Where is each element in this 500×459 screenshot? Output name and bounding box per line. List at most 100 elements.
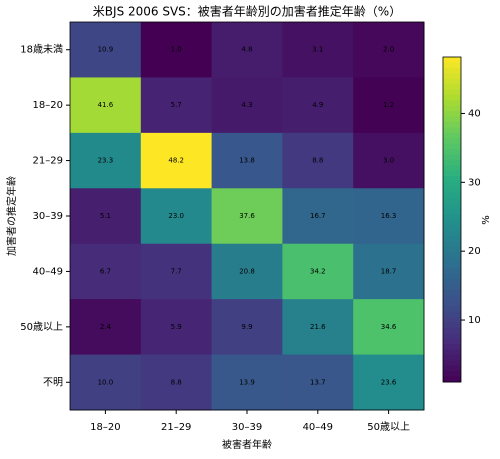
colorbar-segment <box>443 327 461 334</box>
cell-label: 5.7 <box>171 101 182 109</box>
cell-label: 4.8 <box>241 46 252 54</box>
heatmap-cell <box>140 354 213 411</box>
cell-label: 5.1 <box>100 212 111 220</box>
y-axis-label: 加害者の推定年齢 <box>5 176 18 256</box>
colorbar-segment <box>443 219 461 226</box>
colorbar-segment <box>443 208 461 215</box>
x-tick-label: 50歳以上 <box>367 421 410 433</box>
colorbar-tick-label: 10 <box>468 315 481 326</box>
colorbar-frame <box>442 56 462 383</box>
heatmap-cell <box>140 299 213 356</box>
colorbar-label: % <box>481 215 492 225</box>
colorbar-segment <box>443 289 461 296</box>
colorbar-segment <box>443 100 461 107</box>
colorbar-segment <box>443 273 461 280</box>
colorbar-tick-label: 30 <box>468 177 481 188</box>
cell-label: 13.8 <box>239 157 255 165</box>
colorbar-segment <box>443 214 461 220</box>
x-axis-label: 被害者年齢 <box>222 438 272 451</box>
colorbar-tick-label: 20 <box>468 246 481 257</box>
heatmap-cell <box>70 22 142 78</box>
heatmap-cell <box>70 77 142 134</box>
colorbar-segment <box>443 132 461 139</box>
heatmap-cell <box>211 188 283 245</box>
cell-label: 48.2 <box>168 157 184 165</box>
colorbar-segment <box>443 127 461 134</box>
colorbar-segment <box>443 344 461 350</box>
heatmap-cell <box>282 77 354 134</box>
cell-label: 23.0 <box>168 212 184 220</box>
colorbar-segment <box>443 197 461 204</box>
heatmap-cell <box>211 77 283 134</box>
y-tick-label: 18歳未満 <box>20 44 63 56</box>
cell-label: 23.3 <box>98 157 114 165</box>
colorbar-segment <box>443 116 461 123</box>
y-tick-label: 18–20 <box>33 100 63 111</box>
heatmap-cell <box>353 299 425 356</box>
heatmap-cell <box>282 188 354 245</box>
x-tick-label: 21–29 <box>161 422 191 433</box>
colorbar-segment <box>443 149 461 155</box>
y-tick-label: 40–49 <box>33 266 63 277</box>
cell-label: 8.8 <box>171 378 182 386</box>
heatmap-cell <box>70 188 142 245</box>
colorbar-segment <box>443 333 461 340</box>
cell-label: 13.7 <box>310 378 326 386</box>
chart-title: 米BJS 2006 SVS：被害者年齢別の加害者推定年齢（%） <box>93 4 401 19</box>
heatmap-cell <box>211 243 283 300</box>
cell-label: 18.7 <box>381 267 397 275</box>
heatmap-cell <box>70 299 142 356</box>
heatmap-cell <box>282 22 354 78</box>
colorbar-segment <box>443 187 461 193</box>
heatmap-cell <box>353 354 425 411</box>
heatmap-cell <box>282 132 354 189</box>
colorbar-segment <box>443 154 461 161</box>
colorbar-segment <box>443 376 461 383</box>
heatmap-cell <box>353 132 425 189</box>
colorbar-segment <box>443 170 461 177</box>
heatmap-cell <box>70 354 142 411</box>
cell-label: 3.1 <box>312 46 323 54</box>
cell-label: 20.8 <box>239 267 255 275</box>
colorbar-segment <box>443 268 461 275</box>
colorbar-segment <box>443 252 461 258</box>
colorbar-segment <box>443 349 461 356</box>
cell-label: 41.6 <box>98 101 114 109</box>
cell-label: 2.4 <box>100 323 112 331</box>
heatmap-cell <box>140 22 213 78</box>
colorbar-segment <box>443 257 461 264</box>
colorbar-segment <box>443 176 461 183</box>
heatmap-cell <box>140 132 213 189</box>
heatmap-cell <box>70 132 142 189</box>
colorbar-segment <box>443 279 461 285</box>
colorbar-segment <box>443 138 461 145</box>
colorbar-segment <box>443 306 461 313</box>
colorbar-segment <box>443 165 461 172</box>
heatmap-cell <box>282 354 354 411</box>
heatmap-cell <box>282 299 354 356</box>
cell-label: 13.9 <box>239 378 255 386</box>
colorbar-segment <box>443 192 461 199</box>
heatmap-cell <box>353 22 425 78</box>
heatmap-cell <box>140 188 213 245</box>
heatmap-cell <box>211 22 283 78</box>
heatmap-cell <box>282 243 354 300</box>
colorbar-segment <box>443 246 461 253</box>
colorbar-segment <box>443 111 461 118</box>
colorbar-segment <box>443 230 461 237</box>
colorbar-segment <box>443 354 461 361</box>
colorbar-segment <box>443 300 461 307</box>
cell-label: 1.0 <box>171 46 182 54</box>
x-tick-label: 30–39 <box>232 422 262 433</box>
y-tick-label: 不明 <box>43 376 63 388</box>
cell-label: 2.0 <box>383 46 394 54</box>
cell-label: 9.9 <box>241 323 252 331</box>
colorbar-segment <box>443 78 461 85</box>
colorbar-segment <box>443 295 461 302</box>
colorbar-segment <box>443 317 461 323</box>
y-tick-label: 21–29 <box>33 156 63 167</box>
x-tick-label: 40–49 <box>303 422 333 433</box>
cell-label: 7.7 <box>171 267 182 275</box>
cell-label: 16.3 <box>381 212 397 220</box>
